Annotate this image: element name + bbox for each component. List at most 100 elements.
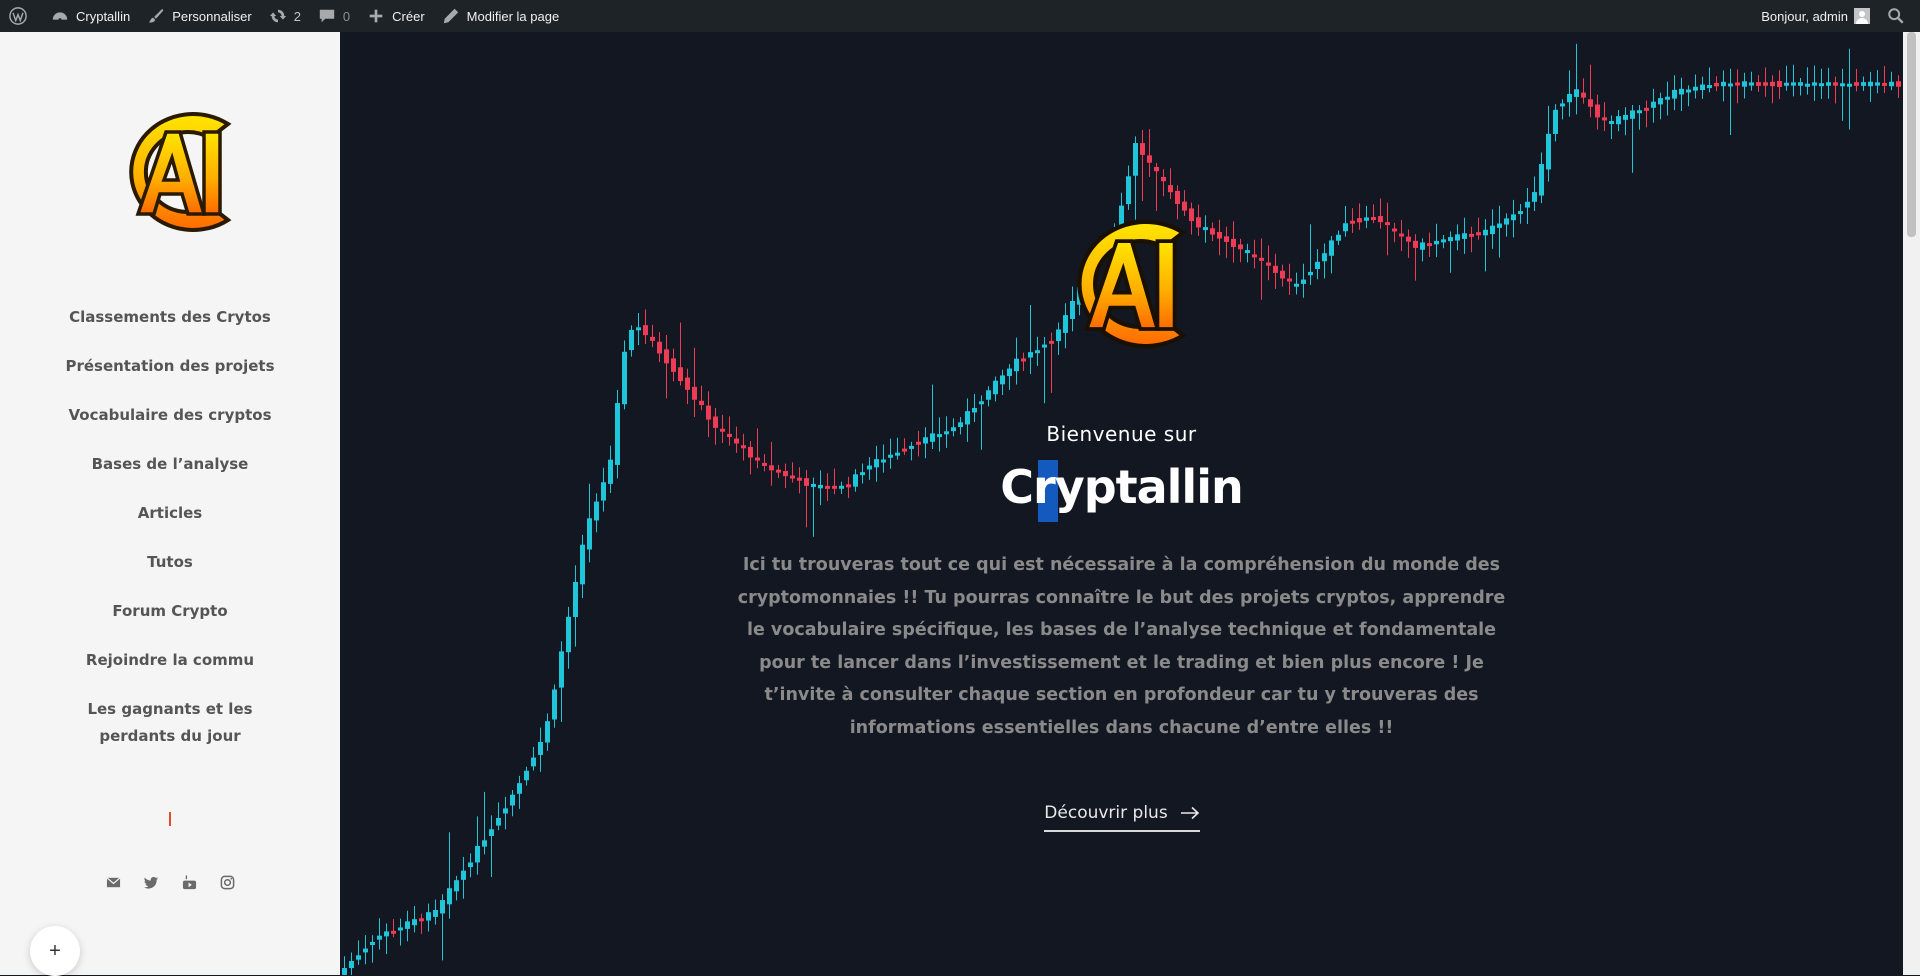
discover-more-link[interactable]: Découvrir plus xyxy=(1044,796,1200,832)
candle-body xyxy=(1805,83,1810,87)
candle-body xyxy=(1532,192,1537,202)
candle-body xyxy=(951,427,956,432)
plus-icon xyxy=(366,6,386,26)
instagram-icon[interactable] xyxy=(217,872,237,892)
menu-item-articles[interactable]: Articles xyxy=(137,504,203,522)
candle-body xyxy=(566,616,571,653)
candle-body xyxy=(1847,83,1852,87)
candle-body xyxy=(489,829,494,836)
hero-welcome: Bienvenue sur xyxy=(1046,422,1197,446)
updates-link[interactable]: 2 xyxy=(260,0,309,32)
candle-body xyxy=(1658,98,1663,105)
candle-body xyxy=(496,817,501,826)
candle-body xyxy=(1714,82,1719,87)
candle-body xyxy=(552,689,557,720)
admin-search-button[interactable] xyxy=(1878,0,1920,32)
menu-item-bases-analyse[interactable]: Bases de l’analyse xyxy=(91,455,249,473)
candle-body xyxy=(1896,81,1901,87)
candle-body xyxy=(986,390,991,400)
candle-body xyxy=(1210,228,1215,235)
envelope-icon[interactable] xyxy=(103,872,123,892)
candle-body xyxy=(426,912,431,921)
candle-body xyxy=(895,452,900,456)
edit-page-link[interactable]: Modifier la page xyxy=(433,0,568,32)
candle-body xyxy=(1308,271,1313,276)
menu-item-tutos[interactable]: Tutos xyxy=(147,553,193,571)
new-content-menu[interactable]: Créer xyxy=(358,0,433,32)
menu-item-classements[interactable]: Classements des Crytos xyxy=(69,308,271,326)
candle-body xyxy=(1371,217,1376,221)
candle-body xyxy=(713,416,718,428)
candle-body xyxy=(1434,240,1439,245)
candle-body xyxy=(363,948,368,953)
candle-body xyxy=(909,445,914,449)
page-scrollbar[interactable] xyxy=(1903,32,1920,975)
candle-body xyxy=(1217,231,1222,239)
dashboard-icon xyxy=(50,6,70,26)
menu-item-rejoindre[interactable]: Rejoindre la commu xyxy=(85,651,255,669)
candle-body xyxy=(1140,143,1145,155)
candle-body xyxy=(1070,300,1075,320)
candle-body xyxy=(1035,350,1040,354)
main-menu: Classements des Crytos Présentation des … xyxy=(0,304,340,772)
search-icon xyxy=(1886,6,1906,26)
candle-body xyxy=(629,329,634,351)
customize-link[interactable]: Personnaliser xyxy=(138,0,260,32)
candle-body xyxy=(1735,82,1740,86)
candle-body xyxy=(587,518,592,550)
edit-page-label: Modifier la page xyxy=(466,8,560,24)
candle-body xyxy=(573,582,578,617)
candle-body xyxy=(1126,176,1131,205)
candle-body xyxy=(734,438,739,444)
twitter-icon[interactable] xyxy=(141,872,161,892)
menu-item-gagnants-perdants[interactable]: Les gagnants et les perdants du jour xyxy=(87,700,253,745)
comments-link[interactable]: 0 xyxy=(309,0,358,32)
candle-body xyxy=(1378,215,1383,223)
candle-body xyxy=(1651,101,1656,108)
candle-body xyxy=(839,485,844,489)
comments-count: 0 xyxy=(342,8,351,24)
account-menu[interactable]: Bonjour, admin xyxy=(1753,0,1878,32)
candle-body xyxy=(1721,81,1726,87)
candle-body xyxy=(1483,229,1488,236)
site-name-menu[interactable]: Cryptallin xyxy=(42,0,138,32)
candle-body xyxy=(1336,234,1341,241)
menu-item-presentation[interactable]: Présentation des projets xyxy=(65,357,275,375)
wordpress-logo-button[interactable] xyxy=(0,0,42,32)
scrollbar-thumb[interactable] xyxy=(1907,32,1916,237)
candle-body xyxy=(1364,217,1369,221)
candle-body xyxy=(1539,164,1544,196)
candle-body xyxy=(979,401,984,405)
candle-body xyxy=(1665,96,1670,100)
candle-body xyxy=(615,403,620,465)
candle-body xyxy=(1588,99,1593,107)
youtube-icon[interactable] xyxy=(179,872,199,892)
candle-body xyxy=(1875,82,1880,86)
candle-body xyxy=(811,483,816,487)
candle-body xyxy=(1609,121,1614,125)
new-content-label: Créer xyxy=(392,8,425,24)
candle-body xyxy=(1546,133,1551,170)
candle-body xyxy=(1427,243,1432,247)
candle-body xyxy=(685,377,690,390)
site-logo[interactable] xyxy=(100,102,240,242)
candle-body xyxy=(1833,82,1838,86)
candle-body xyxy=(545,721,550,743)
wordpress-icon xyxy=(8,6,28,26)
candle-body xyxy=(1756,82,1761,86)
candle-body xyxy=(867,465,872,470)
avatar xyxy=(1854,8,1870,24)
candle-body xyxy=(1154,166,1159,172)
menu-item-vocabulaire[interactable]: Vocabulaire des cryptos xyxy=(68,406,272,424)
candle-body xyxy=(818,484,823,489)
menu-item-forum[interactable]: Forum Crypto xyxy=(112,602,228,620)
add-block-button[interactable]: + xyxy=(30,926,80,976)
candle-body xyxy=(1518,211,1523,215)
candle-body xyxy=(650,336,655,341)
candle-body xyxy=(1784,82,1789,86)
candle-body xyxy=(377,935,382,940)
candle-body xyxy=(391,930,396,934)
candle-body xyxy=(972,407,977,413)
candle-body xyxy=(1497,223,1502,228)
hero-logo xyxy=(1046,209,1196,359)
